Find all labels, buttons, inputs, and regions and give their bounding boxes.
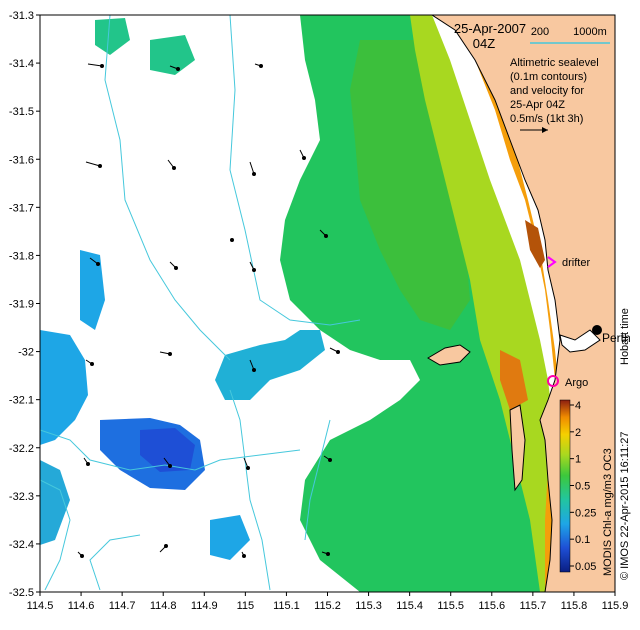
legend-arrow-head xyxy=(542,127,548,133)
high-chl-band xyxy=(410,15,565,592)
legend-line: (0.1m contours) xyxy=(510,71,587,83)
velocity-arrow-head xyxy=(174,266,178,270)
x-tick-label: 115.9 xyxy=(602,600,629,612)
garden-island xyxy=(509,404,526,492)
y-tick-label: -32.4 xyxy=(9,539,34,551)
velocity-arrow-head xyxy=(259,64,263,68)
velocity-arrow-head xyxy=(252,268,256,272)
coastal-red-2 xyxy=(500,350,528,410)
colorbar-caption: MODIS Chl-a mg/m3 OC3 xyxy=(602,448,614,576)
x-tick-label: 115.2 xyxy=(314,600,341,612)
velocity-arrow-head xyxy=(168,464,172,468)
colorbar-tick-label: 0.5 xyxy=(575,481,590,493)
x-tick-label: 114.5 xyxy=(27,600,54,612)
colorbar xyxy=(559,399,571,573)
velocity-arrow-head xyxy=(100,64,104,68)
velocity-arrow-head xyxy=(172,166,176,170)
y-tick-label: -32.2 xyxy=(9,443,34,455)
low-chl-patches xyxy=(40,18,325,560)
drifter-marker xyxy=(547,256,557,268)
y-tick-label: -31.6 xyxy=(9,154,34,166)
coastal-red xyxy=(525,220,545,268)
x-tick-label: 115.5 xyxy=(437,600,464,612)
colorbar-ticks: 4 2 1 0.5 0.25 0.1 0.05 xyxy=(570,400,596,573)
argo-label: Argo xyxy=(565,377,588,389)
velocity-arrow-head xyxy=(86,462,90,466)
rottnest-island xyxy=(427,344,471,366)
x-tick-label: 115.4 xyxy=(396,600,423,612)
x-axis: 114.5 114.6 114.7 114.8 114.9 115 115.1 115.2 11… xyxy=(27,592,629,612)
x-tick-label: 114.7 xyxy=(109,600,136,612)
y-tick-label: -31.4 xyxy=(9,58,34,70)
colorbar-tick-label: 0.05 xyxy=(575,561,596,573)
colorbar-tick-label: 4 xyxy=(575,400,581,412)
drifter-label: drifter xyxy=(562,257,590,269)
y-axis: -31.3 -31.4 -31.5 -31.6 -31.7 -31.8 -31.9 -32 -3… xyxy=(9,10,40,599)
legend-line: Altimetric sealevel xyxy=(510,57,599,69)
velocity-arrow-head xyxy=(336,350,340,354)
velocity-arrow-head xyxy=(326,552,330,556)
perth-label: Perth xyxy=(602,331,631,345)
velocity-arrow-head xyxy=(96,262,100,266)
x-tick-label: 115.7 xyxy=(519,600,546,612)
velocity-arrow xyxy=(87,63,103,67)
sealevel-contours xyxy=(40,15,361,591)
x-tick-label: 114.6 xyxy=(68,600,95,612)
velocity-arrow xyxy=(249,161,255,175)
x-tick-label: 115.3 xyxy=(355,600,382,612)
x-tick-label: 115.6 xyxy=(478,600,505,612)
colorbar-tick-label: 0.1 xyxy=(575,534,590,546)
hour-label: 04Z xyxy=(473,36,495,51)
credit-label: © IMOS 22-Apr-2015 16:11:27 xyxy=(619,431,631,580)
perth-marker xyxy=(592,325,602,335)
legend-line: 0.5m/s (1kt 3h) xyxy=(510,113,583,125)
legend-text: Altimetric sealevel (0.1m contours) and ve… xyxy=(510,57,599,125)
y-tick-label: -31.8 xyxy=(9,250,34,262)
velocity-arrow-head xyxy=(176,67,180,71)
x-tick-label: 115 xyxy=(237,600,255,612)
y-tick-label: -31.3 xyxy=(9,10,34,22)
y-tick-label: -32.5 xyxy=(9,587,34,599)
velocity-arrow-head xyxy=(80,554,84,558)
legend-line: and velocity for xyxy=(510,85,584,97)
y-tick-label: -32.3 xyxy=(9,491,34,503)
velocity-arrow-head xyxy=(242,554,246,558)
y-tick-label: -32 xyxy=(18,347,34,359)
velocity-arrow-head xyxy=(252,368,256,372)
colorbar-tick-label: 2 xyxy=(575,427,581,439)
colorbar-tick-label: 1 xyxy=(575,454,581,466)
y-tick-label: -32.1 xyxy=(9,395,34,407)
velocity-arrow-head xyxy=(168,352,172,356)
hobart-time-label: Hobart time xyxy=(619,308,631,365)
velocity-arrow-head xyxy=(252,172,256,176)
swan-river xyxy=(559,329,601,353)
x-tick-label: 114.8 xyxy=(150,600,177,612)
argo-marker xyxy=(547,375,559,387)
velocity-arrow-head xyxy=(302,156,306,160)
x-tick-label: 115.8 xyxy=(561,600,588,612)
y-tick-label: -31.9 xyxy=(9,299,34,311)
velocity-arrow-head xyxy=(324,234,328,238)
colorbar-tick-label: 0.25 xyxy=(575,507,596,519)
velocity-arrow-head xyxy=(246,466,250,470)
velocity-arrow-head xyxy=(164,544,168,548)
velocity-arrow-head xyxy=(328,458,332,462)
y-tick-label: -31.7 xyxy=(9,202,34,214)
scale-left-label: 200 xyxy=(531,26,549,38)
velocity-arrow-head xyxy=(90,362,94,366)
x-tick-label: 115.1 xyxy=(273,600,300,612)
velocity-arrow-head xyxy=(230,238,234,242)
date-label: 25-Apr-2007 xyxy=(454,21,526,36)
y-tick-label: -31.5 xyxy=(9,106,34,118)
x-tick-label: 114.9 xyxy=(191,600,218,612)
velocity-arrow xyxy=(85,161,101,167)
legend-line: 25-Apr 04Z xyxy=(510,99,565,111)
scale-right-label: 1000m xyxy=(573,26,607,38)
velocity-arrow-head xyxy=(98,164,102,168)
velocity-arrows xyxy=(77,63,340,558)
